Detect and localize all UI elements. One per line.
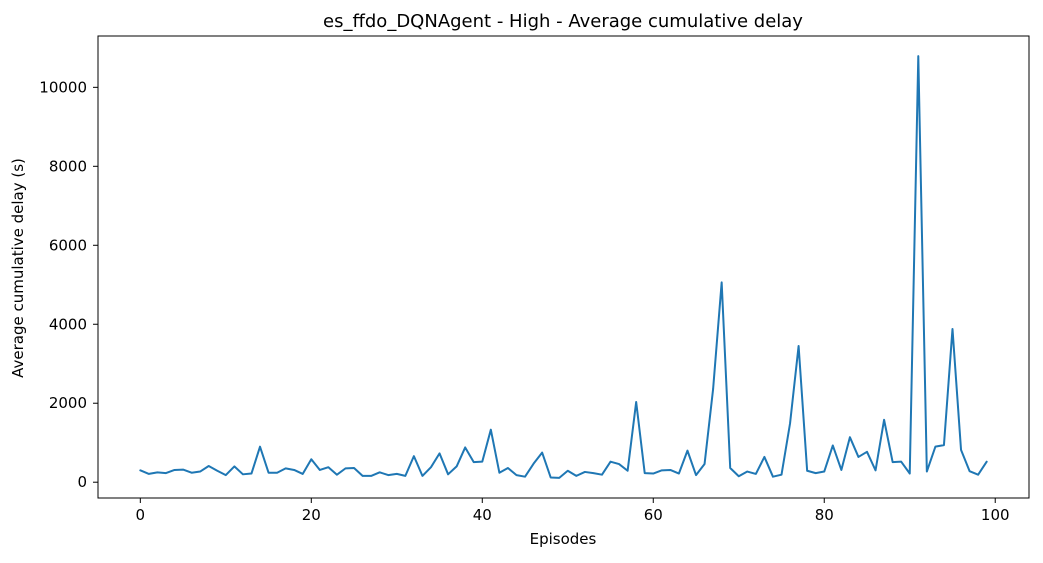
x-tick-label: 0 (136, 506, 146, 524)
x-tick-label: 100 (981, 506, 1010, 524)
x-tick-label: 80 (815, 506, 834, 524)
series-line (140, 56, 986, 478)
y-tick-label: 10000 (39, 78, 87, 96)
x-axis-label: Episodes (530, 530, 597, 548)
y-axis-label: Average cumulative delay (s) (9, 158, 27, 378)
axis-ticks: 0 20 40 60 80 100 0 2000 4000 6000 8000 10000 (39, 78, 1009, 524)
y-tick-label: 0 (77, 473, 87, 491)
y-tick-label: 2000 (49, 394, 87, 412)
y-tick-label: 6000 (49, 236, 87, 254)
y-tick-label: 4000 (49, 315, 87, 333)
plot-frame (98, 36, 1029, 498)
x-tick-label: 20 (302, 506, 321, 524)
x-tick-label: 60 (644, 506, 663, 524)
chart-title: es_ffdo_DQNAgent - High - Average cumula… (323, 11, 803, 32)
series-layer (140, 56, 986, 478)
y-tick-label: 8000 (49, 157, 87, 175)
x-tick-label: 40 (473, 506, 492, 524)
